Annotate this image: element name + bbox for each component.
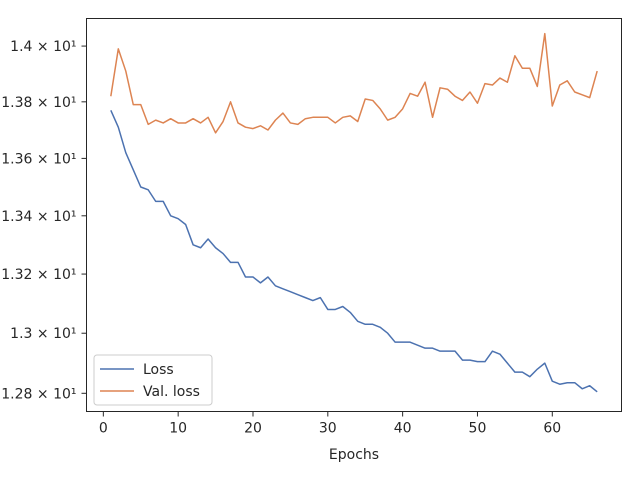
x-tick-label: 40 bbox=[394, 421, 412, 437]
x-tick-label: 30 bbox=[319, 421, 337, 437]
legend: Loss Val. loss bbox=[93, 354, 213, 406]
x-tick-label: 20 bbox=[244, 421, 262, 437]
legend-label-val-loss: Val. loss bbox=[143, 384, 200, 400]
x-tick-label: 50 bbox=[469, 421, 487, 437]
legend-box bbox=[93, 354, 213, 406]
x-tick-label: 0 bbox=[99, 421, 108, 437]
x-tick-label: 60 bbox=[543, 421, 561, 437]
y-tick-label: 1.4 × 10¹ bbox=[10, 39, 76, 55]
y-tick-label: 1.28 × 10¹ bbox=[1, 386, 76, 402]
y-tick-label: 1.34 × 10¹ bbox=[1, 209, 76, 225]
y-tick-label: 1.32 × 10¹ bbox=[1, 267, 76, 283]
legend-label-loss: Loss bbox=[143, 362, 174, 378]
y-tick-label: 1.38 × 10¹ bbox=[1, 95, 76, 111]
x-axis-label: Epochs bbox=[329, 447, 379, 463]
y-tick-label: 1.3 × 10¹ bbox=[10, 326, 76, 342]
x-tick-label: 10 bbox=[169, 421, 187, 437]
y-tick-label: 1.36 × 10¹ bbox=[1, 151, 76, 167]
series-line-val-loss bbox=[110, 32, 598, 134]
plot-area-frame bbox=[86, 18, 622, 412]
series-line-loss bbox=[110, 109, 598, 393]
